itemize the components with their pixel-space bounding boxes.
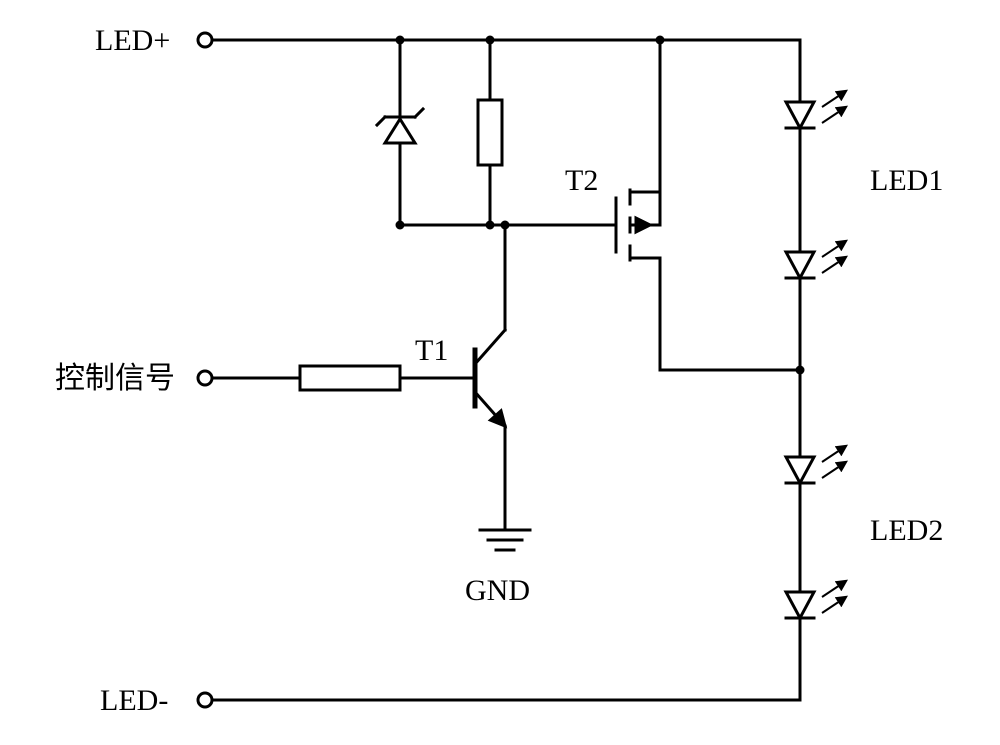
label-t1: T1 (415, 334, 448, 367)
label-t2: T2 (565, 164, 598, 197)
label-gnd: GND (465, 574, 530, 607)
label-led-plus: LED+ (95, 24, 170, 57)
label-ctrl-signal: 控制信号 (55, 362, 175, 395)
label-led-minus: LED- (100, 684, 168, 717)
label-led1: LED1 (870, 164, 943, 197)
label-led2: LED2 (870, 514, 943, 547)
